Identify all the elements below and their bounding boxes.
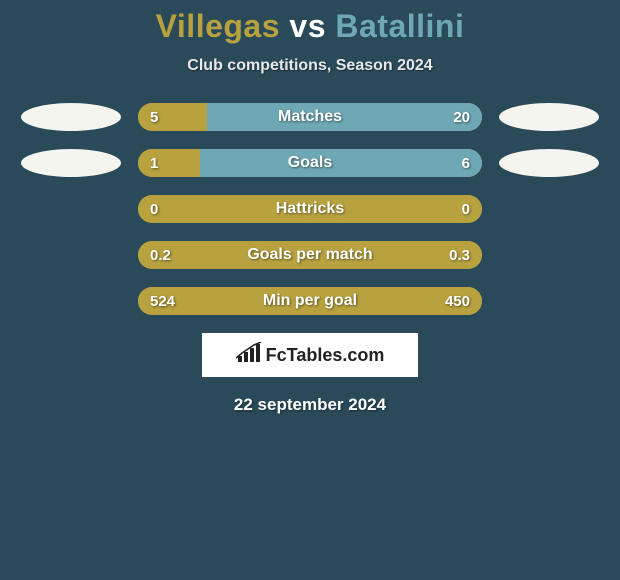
ellipse-icon (499, 103, 599, 131)
stat-bar: 0.20.3Goals per match (138, 241, 482, 269)
stats-rows: 520Matches 16Goals 00Hattricks 0.20.3Goals … (0, 103, 620, 315)
bar-segment-right (207, 103, 482, 131)
stat-row: 0.20.3Goals per match (0, 241, 620, 269)
stat-row: 524450Min per goal (0, 287, 620, 315)
bar-segment-left (138, 149, 200, 177)
ellipse-icon (499, 149, 599, 177)
bar-segment-left (138, 103, 207, 131)
player1-badge (16, 149, 126, 177)
vs-text: vs (289, 8, 326, 44)
ellipse-icon (21, 149, 121, 177)
stat-bar: 520Matches (138, 103, 482, 131)
player1-badge (16, 103, 126, 131)
player2-badge (494, 149, 604, 177)
player2-name: Batallini (335, 8, 464, 44)
bar-chart-icon (236, 342, 262, 369)
logo-text: FcTables.com (266, 345, 385, 366)
stat-row: 520Matches (0, 103, 620, 131)
player2-badge (494, 103, 604, 131)
stat-row: 00Hattricks (0, 195, 620, 223)
stat-bar: 00Hattricks (138, 195, 482, 223)
bar-segment-right (200, 149, 482, 177)
bar-segment-left (138, 241, 482, 269)
ellipse-icon (21, 103, 121, 131)
stat-bar: 524450Min per goal (138, 287, 482, 315)
bar-segment-left (138, 195, 482, 223)
stat-row: 16Goals (0, 149, 620, 177)
date-text: 22 september 2024 (0, 395, 620, 415)
bar-segment-left (138, 287, 482, 315)
logo-inner: FcTables.com (236, 342, 385, 369)
fctables-logo[interactable]: FcTables.com (202, 333, 418, 377)
stat-bar: 16Goals (138, 149, 482, 177)
subtitle: Club competitions, Season 2024 (0, 57, 620, 75)
page-title: Villegas vs Batallini (0, 8, 620, 45)
comparison-card: Villegas vs Batallini Club competitions,… (0, 0, 620, 415)
player1-name: Villegas (156, 8, 280, 44)
